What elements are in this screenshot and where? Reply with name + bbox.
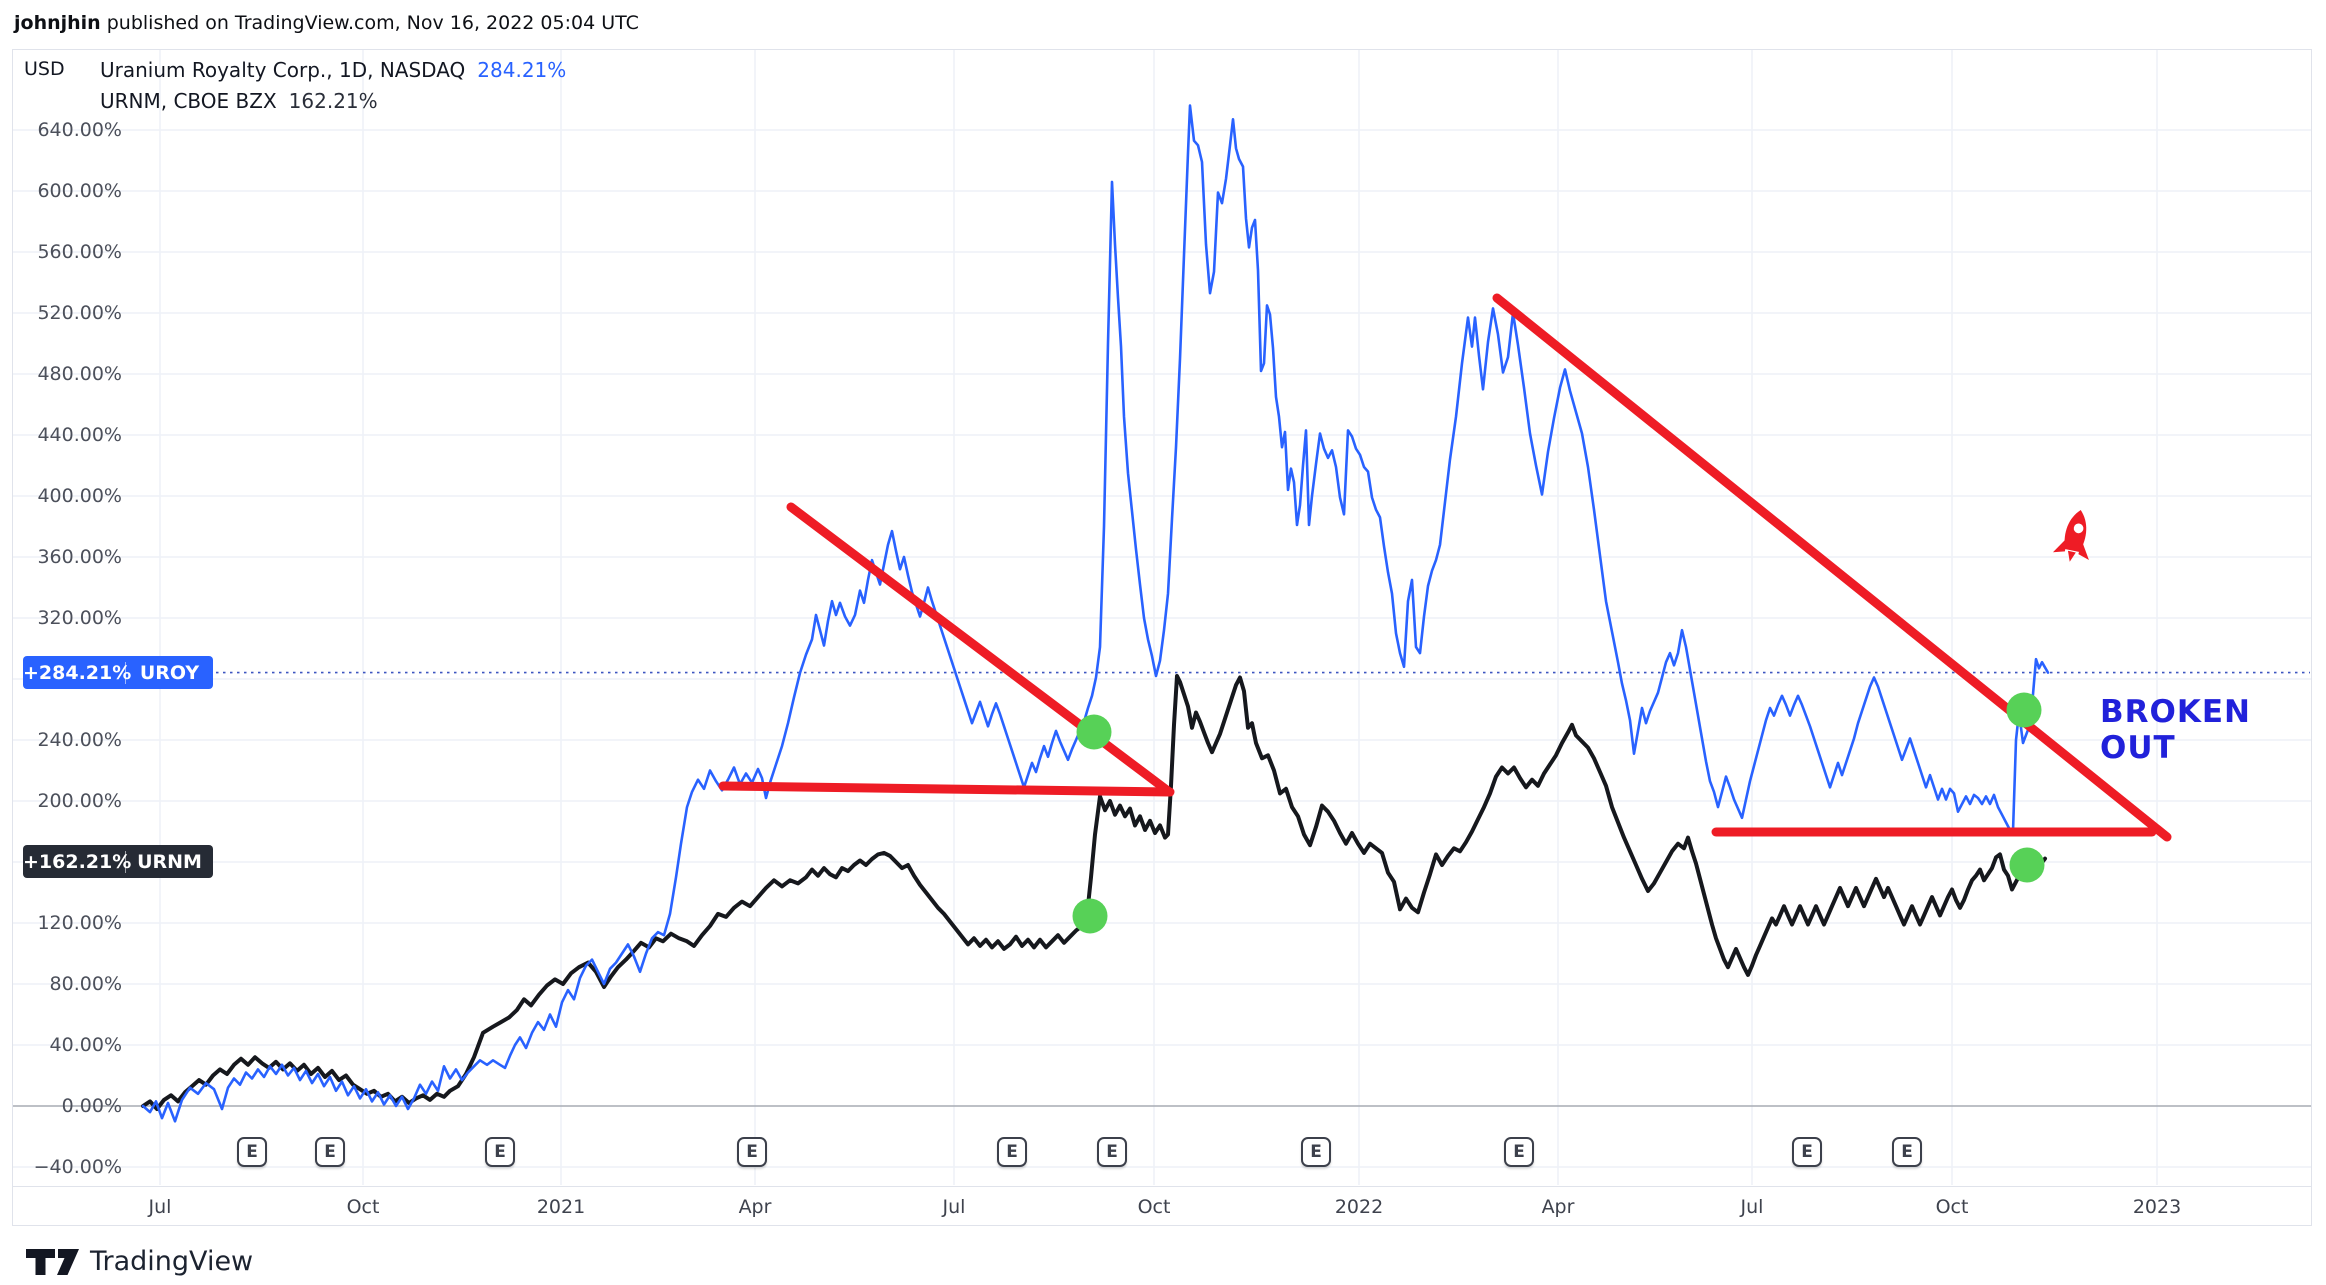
y-axis-label: 0.00% [61,1095,122,1117]
price-badge-uroy: +284.21% UROY [23,656,213,689]
series-line-urnm[interactable] [141,674,2047,1111]
earnings-marker-icon[interactable]: E [997,1137,1027,1167]
y-axis-label: 520.00% [37,302,122,324]
legend-title-uroy[interactable]: Uranium Royalty Corp., 1D, NASDAQ [100,58,466,82]
y-axis-label: 80.00% [49,973,122,995]
breakout-dot-2021-urnm[interactable] [1072,898,1108,934]
trendline-triangle-2021-lower[interactable] [718,781,1175,797]
series-line-uroy[interactable] [141,104,2050,1123]
y-axis-label: 360.00% [37,546,122,568]
x-axis-label: Apr [738,1196,772,1218]
price-badge-uroy-symbol: UROY [125,661,213,684]
x-axis-separator [13,1186,2311,1187]
legend-row-uroy[interactable]: Uranium Royalty Corp., 1D, NASDAQ 284.21% [100,55,566,86]
y-axis-label: 40.00% [49,1034,122,1056]
x-axis-label: 2021 [536,1196,586,1218]
x-axis-label: Oct [1935,1196,1969,1218]
earnings-marker-icon[interactable]: E [1892,1137,1922,1167]
y-axis-label: 480.00% [37,363,122,385]
price-badge-uroy-value: +284.21% [23,661,132,684]
y-axis-label: 600.00% [37,180,122,202]
y-axis-label: 440.00% [37,424,122,446]
y-axis-label: 200.00% [37,790,122,812]
y-axis-label: 320.00% [37,607,122,629]
earnings-marker-icon[interactable]: E [1504,1137,1534,1167]
legend-change-urnm: 162.21% [288,89,378,113]
currency-label: USD [24,58,65,80]
earnings-marker-icon[interactable]: E [1301,1137,1331,1167]
attribution-text: johnjhin published on TradingView.com, N… [14,12,639,34]
y-axis-label: 120.00% [37,912,122,934]
x-axis-label: Jul [148,1196,172,1218]
earnings-marker-icon[interactable]: E [737,1137,767,1167]
legend-title-urnm[interactable]: URNM, CBOE BZX [100,89,277,113]
broken-out-annotation[interactable]: BROKEN OUT [2100,694,2251,766]
tradingview-logo-icon [26,1248,79,1275]
x-axis-label: 2023 [2132,1196,2182,1218]
earnings-marker-icon[interactable]: E [485,1137,515,1167]
legend-row-urnm[interactable]: URNM, CBOE BZX 162.21% [100,86,566,117]
price-badge-urnm-value: +162.21% [23,850,132,873]
breakout-dot-2022-uroy[interactable] [2006,692,2042,728]
price-badge-urnm: +162.21% URNM [23,845,213,878]
y-axis-label: 560.00% [37,241,122,263]
x-axis-label: Oct [346,1196,380,1218]
y-axis-label: −40.00% [33,1156,122,1178]
x-axis-label: Jul [1740,1196,1764,1218]
breakout-dot-2021-uroy[interactable] [1076,714,1112,750]
chart-legend: Uranium Royalty Corp., 1D, NASDAQ 284.21%… [100,55,566,117]
breakout-dot-2022-urnm[interactable] [2009,847,2045,883]
x-axis-label: Oct [1137,1196,1171,1218]
y-axis-label: 400.00% [37,485,122,507]
earnings-marker-icon[interactable]: E [1097,1137,1127,1167]
earnings-marker-icon[interactable]: E [315,1137,345,1167]
y-axis-label: 640.00% [37,119,122,141]
tradingview-footer[interactable]: TradingView [26,1246,253,1277]
earnings-marker-icon[interactable]: E [1792,1137,1822,1167]
attribution-username: johnjhin [14,12,101,34]
attribution-suffix: published on TradingView.com, Nov 16, 20… [100,12,639,34]
y-axis-label: 240.00% [37,729,122,751]
x-axis-label: Apr [1541,1196,1575,1218]
x-axis-label: 2022 [1334,1196,1384,1218]
earnings-marker-icon[interactable]: E [237,1137,267,1167]
legend-change-uroy: 284.21% [477,58,567,82]
trendline-triangle-2021-upper[interactable] [786,502,1173,796]
x-axis-label: Jul [942,1196,966,1218]
tradingview-wordmark: TradingView [90,1246,254,1277]
price-badge-urnm-symbol: URNM [125,850,213,873]
trendline-triangle-2022-upper[interactable] [1492,293,2172,842]
